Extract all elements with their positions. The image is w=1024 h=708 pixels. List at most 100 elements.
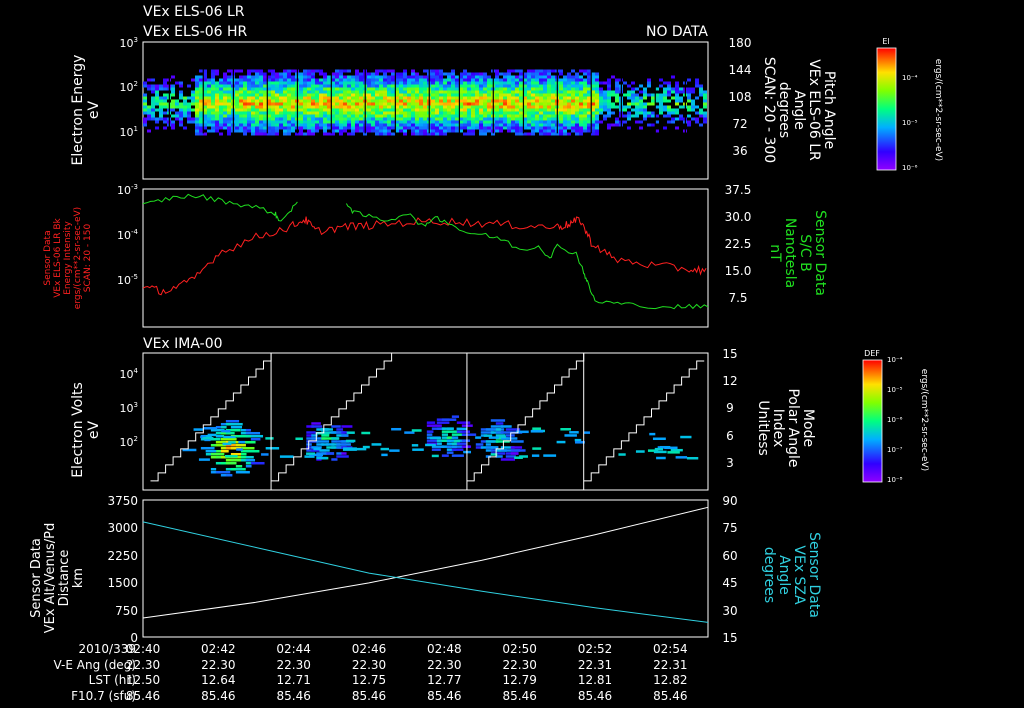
ima-cell — [220, 473, 229, 477]
els-cell — [307, 90, 311, 94]
ima-cell — [316, 456, 327, 460]
els-cell — [595, 120, 599, 124]
els-spectrogram — [143, 69, 707, 136]
ima-cell — [530, 430, 544, 433]
els-cell — [283, 117, 287, 121]
els-cell — [687, 96, 691, 100]
els-cell — [579, 75, 583, 79]
els-cell — [255, 132, 259, 136]
els-cell — [287, 69, 291, 73]
els-cell — [695, 117, 699, 121]
els-cell — [395, 78, 399, 82]
els-cell — [391, 111, 395, 115]
els-cell — [539, 78, 543, 82]
els-cell — [395, 81, 399, 85]
els-cell — [355, 90, 359, 94]
els-cell — [323, 126, 327, 130]
els-cell — [639, 90, 643, 94]
els-cell — [439, 117, 443, 121]
els-cell — [443, 72, 447, 76]
els-cell — [403, 96, 407, 100]
els-cell — [235, 126, 239, 130]
els-cell — [371, 123, 375, 127]
els-cell — [487, 102, 491, 106]
els-cell — [651, 111, 655, 115]
els-cell — [455, 84, 459, 88]
els-cell — [455, 93, 459, 97]
els-cell — [583, 81, 587, 85]
ima-cell — [583, 431, 590, 434]
els-cell — [611, 93, 615, 97]
els-cell — [375, 75, 379, 79]
els-cell — [311, 132, 315, 136]
ima-cell — [235, 470, 250, 474]
els-cell — [323, 96, 327, 100]
p4-ytick-3750: 3750 — [107, 494, 138, 508]
ima-cell — [500, 458, 516, 461]
els-cell — [143, 93, 147, 97]
els-cell — [439, 105, 443, 109]
p4-rlabel-1: Sensor Data — [806, 532, 822, 618]
els-cell — [575, 123, 579, 127]
els-cell — [571, 120, 575, 124]
ima-cell — [240, 446, 255, 450]
els-cell — [651, 93, 655, 97]
els-cell — [223, 75, 227, 79]
els-cell — [423, 132, 427, 136]
ima-cell — [635, 450, 645, 453]
els-cell — [479, 123, 483, 127]
els-cell — [355, 69, 359, 73]
ima-cell — [495, 455, 503, 458]
els-cell — [387, 126, 391, 130]
els-cell — [431, 120, 435, 124]
els-cell — [499, 105, 503, 109]
els-cell — [319, 126, 323, 130]
ima-cell — [326, 446, 336, 449]
els-cell — [551, 123, 555, 127]
els-cell — [479, 96, 483, 100]
ima-cell — [250, 437, 261, 441]
els-cell — [403, 114, 407, 118]
els-cell — [327, 117, 331, 121]
els-cell — [539, 108, 543, 112]
els-cell — [255, 114, 259, 118]
els-cell — [519, 69, 523, 73]
els-cell — [655, 129, 659, 133]
els-cell — [435, 99, 439, 103]
els-cell — [367, 120, 371, 124]
ima-cell — [647, 449, 659, 452]
els-cell — [691, 105, 695, 109]
els-cell — [223, 111, 227, 115]
els-cell — [575, 72, 579, 76]
els-cell — [419, 126, 423, 130]
els-cell — [511, 114, 515, 118]
els-cell — [327, 75, 331, 79]
ima-cell — [336, 455, 349, 458]
els-cell — [431, 111, 435, 115]
cbar2-unit: ergs/(cm**2-sr-sec-eV) — [919, 369, 929, 471]
els-cell — [663, 105, 667, 109]
els-cell — [467, 114, 471, 118]
ima-cell — [441, 436, 450, 439]
els-cell — [247, 120, 251, 124]
els-cell — [635, 120, 639, 124]
els-cell — [459, 81, 463, 85]
ima-cell — [490, 453, 498, 456]
els-cell — [247, 114, 251, 118]
ima-spectrogram — [182, 415, 699, 477]
els-cell — [223, 96, 227, 100]
els-cell — [495, 78, 499, 82]
els-cell — [207, 99, 211, 103]
els-cell — [443, 105, 447, 109]
els-cell — [227, 114, 231, 118]
els-cell — [603, 99, 607, 103]
els-cell — [671, 111, 675, 115]
els-cell — [375, 99, 379, 103]
els-cell — [315, 126, 319, 130]
footer-label-veang: V-E Ang (deg) — [54, 658, 136, 672]
els-cell — [587, 111, 591, 115]
els-cell — [199, 78, 203, 82]
els-cell — [315, 93, 319, 97]
els-cell — [447, 120, 451, 124]
els-cell — [627, 117, 631, 121]
